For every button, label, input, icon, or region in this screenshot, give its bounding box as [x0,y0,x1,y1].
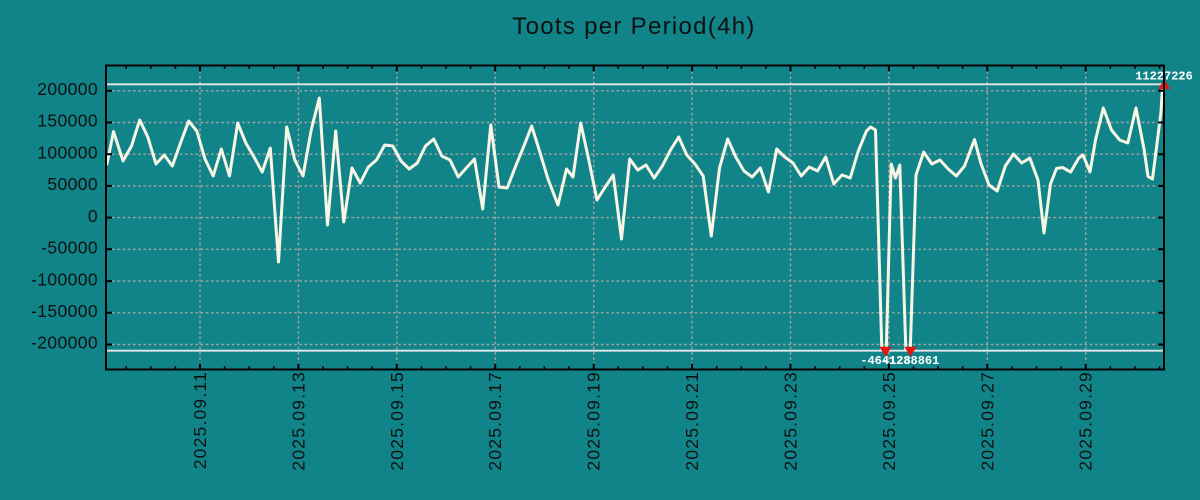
svg-text:-464128: -464128 [860,354,910,368]
svg-text:0: 0 [88,206,98,226]
svg-text:2025.09.13: 2025.09.13 [288,371,308,471]
svg-text:2025.09.21: 2025.09.21 [682,371,702,471]
svg-text:-1238861: -1238861 [882,354,940,368]
svg-text:2025.09.23: 2025.09.23 [781,371,801,471]
svg-text:2025.09.29: 2025.09.29 [1076,371,1096,471]
svg-text:2025.09.19: 2025.09.19 [584,371,604,471]
svg-text:200000: 200000 [37,79,98,99]
svg-text:-200000: -200000 [31,333,98,353]
svg-text:50000: 50000 [47,174,98,194]
svg-text:150000: 150000 [37,111,98,131]
svg-text:2025.09.27: 2025.09.27 [977,371,997,471]
svg-text:-50000: -50000 [41,238,98,258]
svg-text:2025.09.17: 2025.09.17 [485,371,505,471]
svg-text:Toots per Period(4h): Toots per Period(4h) [512,13,755,40]
svg-text:2025.09.15: 2025.09.15 [387,371,407,471]
svg-text:100000: 100000 [37,142,98,162]
svg-text:2025.09.25: 2025.09.25 [879,371,899,471]
svg-text:-150000: -150000 [31,301,98,321]
svg-text:-100000: -100000 [31,269,98,289]
svg-text:2025.09.11: 2025.09.11 [190,371,210,469]
